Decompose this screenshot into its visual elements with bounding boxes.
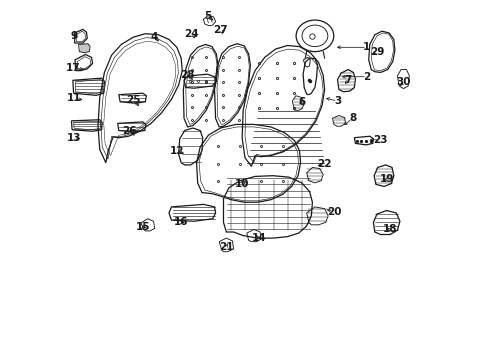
Text: 10: 10 bbox=[235, 179, 249, 189]
Text: 7: 7 bbox=[344, 75, 352, 85]
Text: 13: 13 bbox=[66, 133, 81, 143]
Text: 27: 27 bbox=[213, 25, 228, 35]
Text: 18: 18 bbox=[383, 225, 397, 234]
Text: 15: 15 bbox=[136, 222, 150, 232]
Text: 24: 24 bbox=[185, 29, 199, 39]
Text: 6: 6 bbox=[299, 97, 306, 107]
Text: 30: 30 bbox=[396, 77, 411, 87]
Text: 14: 14 bbox=[251, 233, 266, 243]
Text: 9: 9 bbox=[71, 31, 78, 41]
Text: 25: 25 bbox=[126, 95, 141, 105]
Text: 2: 2 bbox=[363, 72, 370, 82]
Text: 19: 19 bbox=[380, 174, 394, 184]
Text: 11: 11 bbox=[66, 93, 81, 103]
Text: 28: 28 bbox=[180, 70, 194, 80]
Text: 12: 12 bbox=[170, 146, 184, 156]
Text: 1: 1 bbox=[363, 42, 370, 52]
Text: 26: 26 bbox=[122, 126, 137, 135]
Text: 16: 16 bbox=[174, 217, 189, 227]
Text: 3: 3 bbox=[334, 96, 341, 106]
Text: 20: 20 bbox=[327, 207, 341, 217]
Text: 8: 8 bbox=[349, 113, 356, 123]
Text: 23: 23 bbox=[373, 135, 388, 145]
Text: 5: 5 bbox=[204, 11, 211, 21]
Text: 22: 22 bbox=[317, 159, 331, 169]
Text: 21: 21 bbox=[219, 242, 234, 252]
Text: 17: 17 bbox=[66, 63, 81, 73]
Text: 4: 4 bbox=[151, 32, 158, 41]
Text: 29: 29 bbox=[370, 46, 384, 57]
